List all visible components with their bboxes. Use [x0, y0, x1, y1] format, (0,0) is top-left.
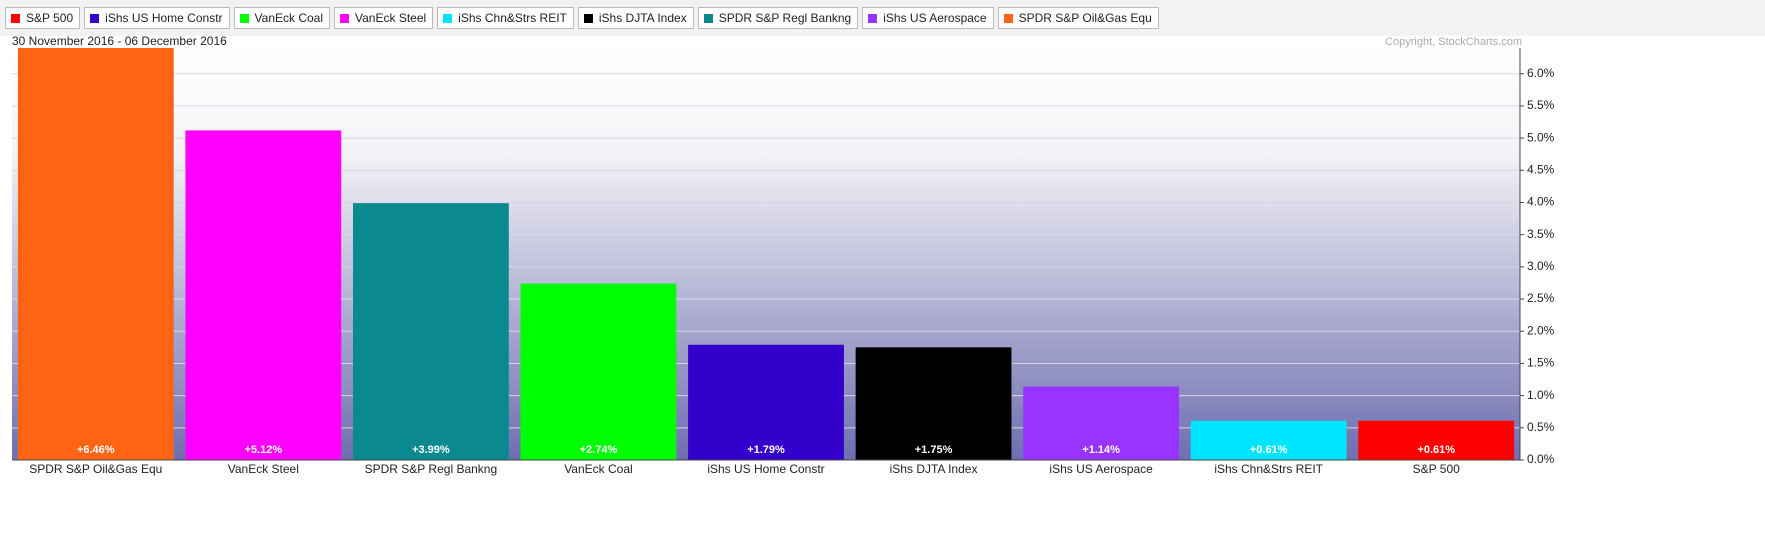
legend-item[interactable]: S&P 500	[5, 7, 81, 29]
y-tick-label: 1.0%	[1527, 388, 1555, 402]
legend-swatch	[90, 13, 100, 23]
legend: S&P 500 iShs US Home Constr VanEck Coal Van…	[0, 0, 1765, 36]
x-tick-label: SPDR S&P Regl Bankng	[365, 462, 498, 476]
bar	[855, 347, 1012, 460]
bar	[1190, 420, 1347, 460]
legend-item[interactable]: iShs Chn&Strs REIT	[437, 7, 574, 29]
legend-label: VanEck Steel	[355, 11, 427, 25]
bar	[352, 203, 509, 460]
legend-label: S&P 500	[26, 11, 74, 25]
x-tick-label: SPDR S&P Oil&Gas Equ	[29, 462, 162, 476]
bar	[185, 130, 342, 460]
legend-swatch	[1003, 13, 1013, 23]
labels: 0.0% 0.5% 1.0% 1.5% 2.0% 2.5% 3.0% 3.5% 4.0% 4.5%…	[29, 66, 1554, 476]
x-tick-label: VanEck Steel	[228, 462, 299, 476]
legend-label: VanEck Coal	[254, 11, 324, 25]
value-label: +0.61%	[1417, 444, 1455, 456]
subtitle: 30 November 2016 - 06 December 2016	[12, 34, 227, 48]
value-label: +0.61%	[1250, 444, 1288, 456]
legend-label: SPDR S&P Regl Bankng	[718, 11, 852, 25]
legend-label: iShs US Aerospace	[883, 11, 987, 25]
legend-swatch	[703, 13, 713, 23]
value-label: +1.79%	[747, 444, 785, 456]
y-tick-label: 4.0%	[1527, 195, 1555, 209]
legend-item[interactable]: SPDR S&P Oil&Gas Equ	[997, 7, 1159, 29]
y-tick-label: 0.5%	[1527, 420, 1555, 434]
y-tick-label: 5.5%	[1527, 98, 1555, 112]
x-tick-label: iShs Chn&Strs REIT	[1214, 462, 1323, 476]
copyright: Copyright, StockCharts.com	[1385, 36, 1522, 48]
legend-label: iShs US Home Constr	[105, 11, 223, 25]
value-label: +1.75%	[915, 444, 953, 456]
x-tick-label: iShs US Aerospace	[1049, 462, 1153, 476]
value-label: +2.74%	[580, 444, 618, 456]
legend-swatch	[11, 13, 20, 23]
legend-swatch	[239, 13, 249, 23]
y-tick-label: 1.5%	[1527, 356, 1555, 370]
y-tick-label: 2.5%	[1527, 291, 1555, 305]
x-tick-label: VanEck Coal	[564, 462, 632, 476]
legend-swatch	[340, 13, 350, 23]
bar	[688, 344, 844, 460]
legend-label: iShs DJTA Index	[598, 11, 687, 25]
y-tick-label: 0.0%	[1527, 452, 1555, 466]
legend-swatch	[443, 13, 453, 23]
legend-label: SPDR S&P Oil&Gas Equ	[1018, 11, 1152, 25]
bar	[17, 48, 174, 460]
legend-swatch	[868, 13, 878, 23]
y-tick-label: 3.5%	[1527, 227, 1555, 241]
legend-item[interactable]: VanEck Steel	[334, 7, 434, 29]
legend-item[interactable]: VanEck Coal	[233, 7, 331, 29]
y-tick-label: 4.5%	[1527, 162, 1555, 176]
legend-item[interactable]: SPDR S&P Regl Bankng	[697, 7, 859, 29]
legend-label: iShs Chn&Strs REIT	[458, 11, 567, 25]
bars	[17, 48, 1515, 460]
legend-item[interactable]: iShs US Home Constr	[84, 7, 230, 29]
x-tick-label: S&P 500	[1413, 462, 1460, 476]
bar	[1358, 420, 1515, 460]
legend-item[interactable]: iShs DJTA Index	[577, 7, 694, 29]
value-label: +5.12%	[245, 444, 283, 456]
y-tick-label: 5.0%	[1527, 130, 1555, 144]
y-tick-label: 3.0%	[1527, 259, 1555, 273]
bar	[520, 283, 677, 460]
x-tick-label: iShs US Home Constr	[707, 462, 824, 476]
value-label: +1.14%	[1082, 444, 1120, 456]
value-label: +3.99%	[412, 444, 450, 456]
y-tick-label: 2.0%	[1527, 323, 1555, 337]
x-tick-label: iShs DJTA Index	[890, 462, 978, 476]
bar	[1023, 386, 1180, 460]
value-label: +6.46%	[77, 444, 115, 456]
legend-swatch	[583, 13, 593, 23]
y-tick-label: 6.0%	[1527, 66, 1555, 80]
legend-item[interactable]: iShs US Aerospace	[862, 7, 994, 29]
